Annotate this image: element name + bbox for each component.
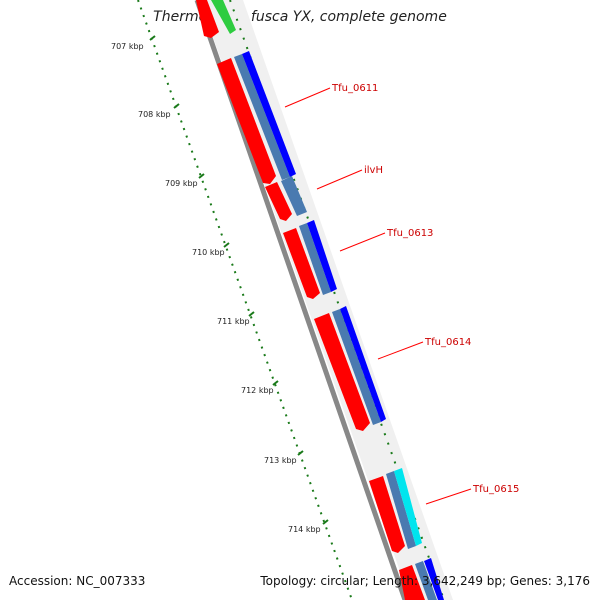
kbp-tick-labels: 707 kbp 708 kbp 709 kbp 710 kbp 711 kbp … xyxy=(111,42,321,534)
gene-label-tfu-0615: Tfu_0615 xyxy=(472,484,519,495)
upstream-features[interactable] xyxy=(196,0,236,38)
cds-tfu-0611 xyxy=(217,58,276,184)
gene-region-ilvh xyxy=(281,176,307,216)
feature-ilvh[interactable] xyxy=(265,176,307,221)
cds-ilvh xyxy=(265,182,292,221)
tick-label-712: 712 kbp xyxy=(241,386,274,395)
tick-label-709: 709 kbp xyxy=(165,179,198,188)
tick-label-714: 714 kbp xyxy=(288,525,321,534)
gene-tfu-0614 xyxy=(340,306,386,422)
leader-tfu-0611 xyxy=(284,87,331,108)
feature-tfu-0614[interactable] xyxy=(314,306,386,431)
gene-region-tfu-0611 xyxy=(234,54,290,180)
gene-label-ilvh: ilvH xyxy=(364,165,383,176)
gene-label-tfu-0614: Tfu_0614 xyxy=(424,337,471,348)
gene-label-tfu-0613: Tfu_0613 xyxy=(386,228,433,239)
tick-label-711: 711 kbp xyxy=(217,317,250,326)
downstream-features[interactable] xyxy=(399,558,444,600)
leader-tfu-0615 xyxy=(425,488,472,505)
upstream-cds xyxy=(196,0,219,38)
cds-tfu-0613 xyxy=(283,228,320,299)
gene-leader-lines xyxy=(284,87,472,505)
gene-tfu-0613 xyxy=(307,220,337,292)
cds-tfu-0614 xyxy=(314,313,370,431)
accession-text: Accession: NC_007333 xyxy=(9,574,146,588)
gene-region-tfu-0615 xyxy=(386,471,416,549)
downstream-gene-region xyxy=(415,561,437,600)
tick-label-707: 707 kbp xyxy=(111,42,144,51)
gene-tfu-0611 xyxy=(242,51,296,177)
tick-label-708: 708 kbp xyxy=(138,110,171,119)
gene-labels[interactable]: Tfu_0611 ilvH Tfu_0613 Tfu_0614 Tfu_0615 xyxy=(331,83,519,495)
leader-tfu-0613 xyxy=(339,232,386,252)
gene-label-tfu-0611: Tfu_0611 xyxy=(331,83,378,94)
leader-tfu-0614 xyxy=(377,341,424,360)
gene-tfu-0615 xyxy=(394,468,422,546)
downstream-gene xyxy=(424,558,444,600)
tick-label-713: 713 kbp xyxy=(264,456,297,465)
major-tick-marks xyxy=(149,35,329,525)
tick-label-710: 710 kbp xyxy=(192,248,225,257)
feature-tfu-0613[interactable] xyxy=(283,220,337,299)
genome-summary-text: Topology: circular; Length: 3,642,249 bp… xyxy=(260,574,590,588)
leader-ilvh xyxy=(316,169,363,190)
gene-region-tfu-0613 xyxy=(299,223,331,295)
upstream-gene xyxy=(211,0,236,34)
feature-tfu-0611[interactable] xyxy=(217,51,296,184)
gene-region-tfu-0614 xyxy=(332,309,381,425)
cds-tfu-0615 xyxy=(369,476,405,553)
feature-tfu-0615[interactable] xyxy=(369,468,422,553)
downstream-cds xyxy=(399,565,425,600)
